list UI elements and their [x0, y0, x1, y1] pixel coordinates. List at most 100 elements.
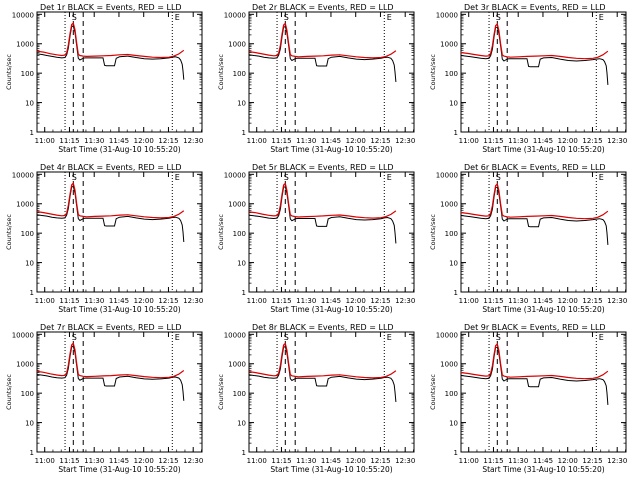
series-events-line	[36, 25, 185, 80]
chart-panel: 1 10 100 1000 10000 11:00 11:15 11:30 11:45 12:00…	[5, 323, 203, 474]
start-annotation: S	[496, 13, 501, 22]
plot-frame	[460, 331, 627, 453]
x-tick-label: 11:30	[296, 297, 316, 305]
x-tick-label: 11:30	[84, 297, 104, 305]
y-tick-label: 100	[233, 230, 246, 238]
end-annotation: E	[175, 13, 180, 22]
y-tick-label: 10	[449, 420, 458, 428]
x-tick-label: 11:15	[271, 457, 291, 465]
y-tick-label: 10000	[436, 171, 458, 179]
y-tick-label: 10000	[436, 331, 458, 339]
x-tick-label: 11:15	[59, 457, 79, 465]
end-annotation: E	[599, 13, 604, 22]
y-tick-label: 10	[449, 260, 458, 268]
x-tick-label: 11:45	[321, 297, 341, 305]
start-annotation: S	[284, 333, 289, 342]
series-lld-line	[460, 342, 609, 380]
start-annotation: S	[72, 13, 77, 22]
chart-panel: 1 10 100 1000 10000 11:00 11:15 11:30 11:45 12:00…	[429, 323, 627, 474]
x-tick-label: 11:45	[109, 297, 129, 305]
x-tick-label: 12:15	[582, 137, 602, 145]
x-tick-label: 12:15	[158, 137, 178, 145]
series-events-line	[36, 185, 185, 243]
x-axis-label: Start Time (31-Aug-10 10:55:20)	[270, 465, 392, 474]
x-tick-label: 11:00	[459, 457, 479, 465]
x-axis-label: Start Time (31-Aug-10 10:55:20)	[482, 465, 604, 474]
x-tick-label: 11:30	[508, 297, 528, 305]
x-tick-label: 12:15	[370, 297, 390, 305]
end-annotation: E	[387, 333, 392, 342]
start-annotation: S	[496, 173, 501, 182]
x-tick-label: 12:15	[582, 457, 602, 465]
x-axis-label: Start Time (31-Aug-10 10:55:20)	[482, 305, 604, 314]
series-events-line	[248, 186, 397, 244]
y-tick-label: 10	[25, 420, 34, 428]
plot-frame	[36, 171, 203, 293]
end-annotation: E	[387, 173, 392, 182]
y-tick-label: 1000	[440, 361, 458, 369]
x-tick-label: 12:00	[346, 297, 366, 305]
x-tick-label: 11:30	[508, 137, 528, 145]
panel-title: Det 3r BLACK = Events, RED = LLD	[464, 3, 606, 12]
x-tick-label: 11:00	[459, 137, 479, 145]
y-tick-label: 1	[242, 289, 246, 297]
y-tick-label: 100	[445, 390, 458, 398]
x-tick-label: 11:45	[109, 457, 129, 465]
chart-panel: 1 10 100 1000 10000 11:00 11:15 11:30 11:45 12:00…	[217, 3, 415, 154]
y-axis-label: Counts/sec	[429, 214, 437, 250]
y-tick-label: 10	[237, 420, 246, 428]
x-axis-label: Start Time (31-Aug-10 10:55:20)	[482, 145, 604, 154]
end-annotation: E	[175, 333, 180, 342]
x-tick-label: 11:15	[59, 297, 79, 305]
x-tick-label: 11:30	[84, 457, 104, 465]
x-axis-label: Start Time (31-Aug-10 10:55:20)	[58, 145, 180, 154]
y-tick-label: 1000	[16, 201, 34, 209]
x-tick-label: 12:30	[183, 297, 203, 305]
chart-panel: 1 10 100 1000 10000 11:00 11:15 11:30 11:45 12:00…	[5, 163, 203, 314]
y-tick-label: 1000	[440, 41, 458, 49]
x-axis-label: Start Time (31-Aug-10 10:55:20)	[270, 305, 392, 314]
y-tick-label: 1	[30, 289, 34, 297]
series-events-line	[460, 26, 609, 85]
y-tick-label: 10000	[436, 11, 458, 19]
y-tick-label: 100	[445, 230, 458, 238]
y-tick-label: 1000	[228, 201, 246, 209]
x-tick-label: 11:45	[533, 137, 553, 145]
y-tick-label: 1	[242, 129, 246, 137]
series-lld-line	[36, 182, 185, 219]
x-tick-label: 12:30	[395, 137, 415, 145]
x-tick-label: 12:15	[158, 457, 178, 465]
x-tick-label: 11:30	[84, 137, 104, 145]
x-tick-label: 11:15	[59, 137, 79, 145]
y-axis-label: Counts/sec	[429, 54, 437, 90]
x-tick-label: 11:45	[321, 137, 341, 145]
x-axis-label: Start Time (31-Aug-10 10:55:20)	[58, 465, 180, 474]
series-lld-line	[248, 22, 397, 59]
x-tick-label: 12:15	[158, 297, 178, 305]
x-tick-label: 12:30	[607, 297, 627, 305]
y-tick-label: 1	[30, 129, 34, 137]
y-axis-label: Counts/sec	[5, 214, 13, 250]
panel-title: Det 2r BLACK = Events, RED = LLD	[252, 3, 394, 12]
x-tick-label: 11:45	[533, 297, 553, 305]
plot-frame	[248, 11, 415, 133]
start-annotation: S	[496, 333, 501, 342]
y-axis-label: Counts/sec	[5, 374, 13, 410]
x-tick-label: 12:30	[183, 137, 203, 145]
start-annotation: S	[72, 333, 77, 342]
end-annotation: E	[175, 173, 180, 182]
y-axis-label: Counts/sec	[217, 54, 225, 90]
y-tick-label: 100	[21, 230, 34, 238]
series-events-line	[248, 25, 397, 83]
x-axis-label: Start Time (31-Aug-10 10:55:20)	[270, 145, 392, 154]
x-tick-label: 11:45	[533, 457, 553, 465]
y-tick-label: 10000	[224, 11, 246, 19]
y-tick-label: 100	[233, 70, 246, 78]
panel-title: Det 4r BLACK = Events, RED = LLD	[40, 163, 182, 172]
y-tick-label: 10	[449, 100, 458, 108]
panel-title: Det 8r BLACK = Events, RED = LLD	[252, 323, 394, 332]
end-annotation: E	[599, 333, 604, 342]
y-tick-label: 10000	[12, 171, 34, 179]
x-tick-label: 12:00	[134, 457, 154, 465]
